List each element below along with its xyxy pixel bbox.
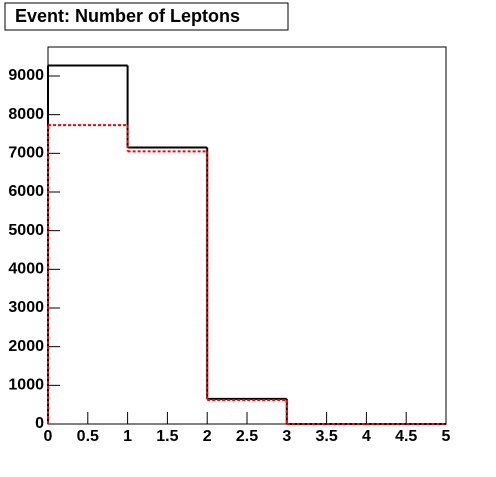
y-tick-label: 4000 xyxy=(8,261,44,278)
y-tick-label: 9000 xyxy=(8,67,44,84)
x-tick-label: 0 xyxy=(44,428,53,445)
y-tick-label: 8000 xyxy=(8,106,44,123)
y-tick-label: 5000 xyxy=(8,222,44,239)
x-tick-label: 1.5 xyxy=(156,428,178,445)
x-tick-label: 3 xyxy=(282,428,291,445)
x-tick-label: 2.5 xyxy=(236,428,258,445)
y-tick-label: 6000 xyxy=(8,183,44,200)
y-tick-label: 2000 xyxy=(8,338,44,355)
plot-frame xyxy=(47,46,447,425)
x-tick-label: 5 xyxy=(442,428,451,445)
title-box xyxy=(4,2,289,31)
x-tick-label: 1 xyxy=(123,428,132,445)
y-tick-label: 7000 xyxy=(8,145,44,162)
y-tick-label: 3000 xyxy=(8,299,44,316)
x-tick-label: 0.5 xyxy=(77,428,99,445)
chart-title: Event: Number of Leptons xyxy=(15,6,240,26)
y-tick-label: 0 xyxy=(35,415,44,432)
x-tick-label: 3.5 xyxy=(315,428,337,445)
x-tick-label: 2 xyxy=(203,428,212,445)
x-tick-label: 4.5 xyxy=(395,428,417,445)
y-tick-label: 1000 xyxy=(8,377,44,394)
x-tick-label: 4 xyxy=(362,428,371,445)
